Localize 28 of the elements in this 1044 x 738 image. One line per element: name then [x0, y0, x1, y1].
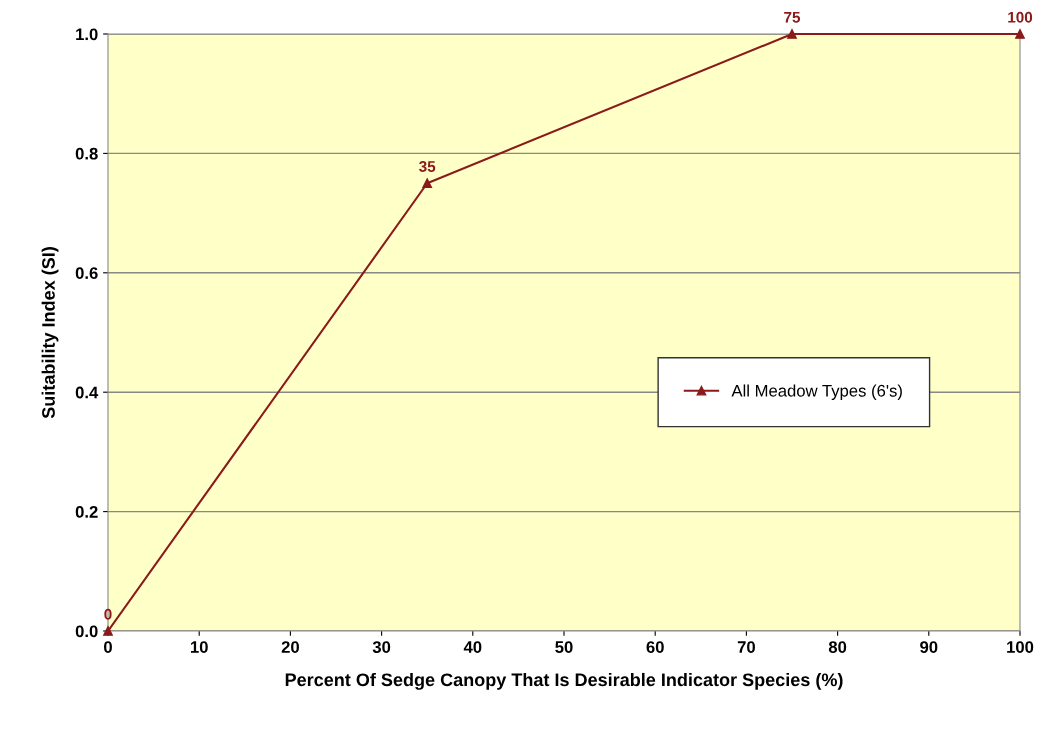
point [103, 626, 113, 636]
legend-label: All Meadow Types (6's) [731, 384, 902, 400]
x-tick-label: 50 [555, 641, 573, 653]
annotation: 35 [419, 161, 436, 172]
y-tick-label: 0.4 [75, 386, 99, 399]
x-axis-title: Percent Of Sedge Canopy That Is Desirable Indicator Species (%) [285, 672, 843, 690]
y-tick-label: 0.6 [75, 267, 98, 279]
x-tick-label: 70 [737, 641, 755, 653]
x-tick-label: 100 [1007, 641, 1034, 653]
point [1015, 29, 1025, 39]
x-tick-label: 80 [828, 641, 847, 653]
annotation: 100 [1008, 11, 1033, 23]
y-axis-title: Suitability Index (SI) [41, 247, 59, 419]
y-tick-label: 0.0 [75, 625, 98, 638]
x-tick-label: 0 [104, 641, 112, 653]
point [787, 29, 797, 39]
y-tick-label: 0.2 [75, 506, 98, 518]
x-tick-label: 20 [281, 641, 299, 653]
x-tick-label: 40 [463, 641, 482, 653]
y-tick-label: 1.0 [76, 28, 98, 41]
annotation: 0 [104, 608, 112, 620]
x-tick-label: 10 [190, 641, 208, 653]
y-tick-label: 0.8 [75, 147, 98, 160]
annotation: 75 [784, 11, 801, 23]
x-tick-label: 60 [646, 641, 664, 653]
x-tick-label: 90 [920, 641, 938, 653]
point [422, 178, 433, 189]
x-tick-label: 30 [372, 641, 391, 653]
